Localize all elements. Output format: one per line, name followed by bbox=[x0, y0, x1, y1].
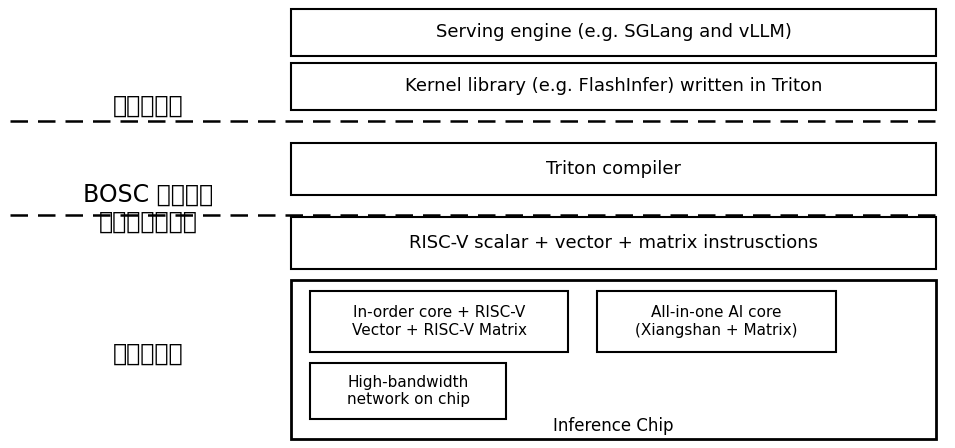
FancyBboxPatch shape bbox=[291, 9, 936, 56]
FancyBboxPatch shape bbox=[310, 291, 568, 352]
FancyBboxPatch shape bbox=[310, 363, 506, 419]
Text: Inference Chip: Inference Chip bbox=[553, 418, 674, 435]
FancyBboxPatch shape bbox=[291, 280, 936, 439]
Text: Serving engine (e.g. SGLang and vLLM): Serving engine (e.g. SGLang and vLLM) bbox=[435, 23, 792, 42]
Text: 本团队参与: 本团队参与 bbox=[113, 93, 183, 117]
Text: All-in-one AI core
(Xiangshan + Matrix): All-in-one AI core (Xiangshan + Matrix) bbox=[635, 305, 797, 338]
Text: In-order core + RISC-V
Vector + RISC-V Matrix: In-order core + RISC-V Vector + RISC-V M… bbox=[351, 305, 527, 338]
FancyBboxPatch shape bbox=[597, 291, 836, 352]
Text: RISC-V scalar + vector + matrix instrusctions: RISC-V scalar + vector + matrix instrusc… bbox=[409, 234, 818, 252]
Text: Kernel library (e.g. FlashInfer) written in Triton: Kernel library (e.g. FlashInfer) written… bbox=[405, 77, 822, 95]
Text: BOSC 其它团队
与合作公司负责: BOSC 其它团队 与合作公司负责 bbox=[83, 182, 213, 234]
FancyBboxPatch shape bbox=[291, 217, 936, 269]
Text: High-bandwidth
network on chip: High-bandwidth network on chip bbox=[347, 375, 470, 407]
Text: 本团队负责: 本团队负责 bbox=[113, 342, 183, 366]
Text: Triton compiler: Triton compiler bbox=[546, 160, 681, 178]
FancyBboxPatch shape bbox=[291, 63, 936, 110]
FancyBboxPatch shape bbox=[291, 143, 936, 195]
